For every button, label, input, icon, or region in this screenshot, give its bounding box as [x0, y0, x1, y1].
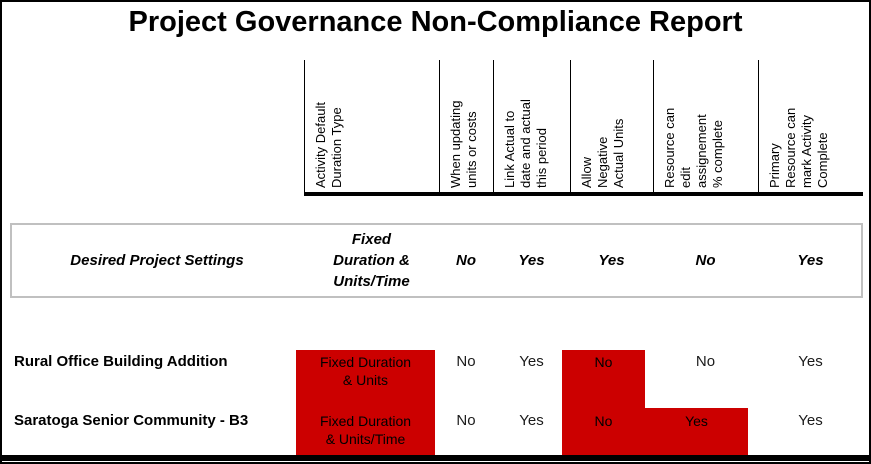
desired-settings-box — [10, 223, 863, 298]
project-2-value-allow-negative-noncompliant: No — [562, 408, 645, 460]
desired-value-resource-edit: No — [695, 252, 716, 269]
project-1-value-when-updating: No — [456, 353, 476, 370]
desired-value-duration-type: Fixed Duration & Units/Time — [333, 231, 410, 290]
header-underline — [304, 192, 863, 196]
column-header-label: Resource can edit assignement % complete — [662, 107, 725, 188]
project-2-value-link-actual: Yes — [519, 412, 544, 429]
project-1-value-link-actual: Yes — [519, 353, 544, 370]
project-2-name: Saratoga Senior Community - B3 — [14, 412, 249, 429]
column-header-link-actual: Link Actual to date and actual this peri… — [493, 60, 571, 192]
column-header-allow-negative: Allow Negative Actual Units — [570, 60, 654, 192]
desired-value-link-actual: Yes — [518, 252, 545, 269]
column-header-primary-resource: Primary Resource can mark Activity Compl… — [758, 60, 864, 192]
report-title: Project Governance Non-Compliance Report — [128, 6, 743, 38]
desired-value-when-updating: No — [456, 252, 476, 269]
column-header-label: When updating units or costs — [448, 100, 479, 188]
column-header-when-updating: When updating units or costs — [439, 60, 494, 192]
project-2-value-when-updating: No — [456, 412, 476, 429]
column-header-resource-edit: Resource can edit assignement % complete — [653, 60, 759, 192]
project-1-value-primary-resource: Yes — [798, 353, 823, 370]
column-header-label: Link Actual to date and actual this peri… — [502, 99, 549, 188]
desired-value-primary-resource: Yes — [797, 252, 824, 269]
column-header-label: Activity Default Duration Type — [313, 102, 344, 188]
project-2-value-duration-type-noncompliant: Fixed Duration & Units/Time — [296, 408, 435, 460]
project-1-value-allow-negative-noncompliant: No — [562, 350, 645, 411]
project-2-value-resource-edit-noncompliant: Yes — [645, 408, 748, 460]
project-1-name: Rural Office Building Addition — [14, 353, 228, 370]
column-header-duration-type: Activity Default Duration Type — [304, 60, 440, 192]
table-bottom-border — [2, 455, 869, 461]
project-1-value-duration-type-noncompliant: Fixed Duration & Units — [296, 350, 435, 411]
desired-value-allow-negative: Yes — [598, 252, 625, 269]
column-header-label: Allow Negative Actual Units — [579, 118, 626, 188]
column-header-label: Primary Resource can mark Activity Compl… — [767, 107, 830, 188]
project-1-value-resource-edit: No — [695, 353, 716, 370]
project-2-value-primary-resource: Yes — [798, 412, 823, 429]
desired-settings-label: Desired Project Settings — [70, 252, 244, 269]
